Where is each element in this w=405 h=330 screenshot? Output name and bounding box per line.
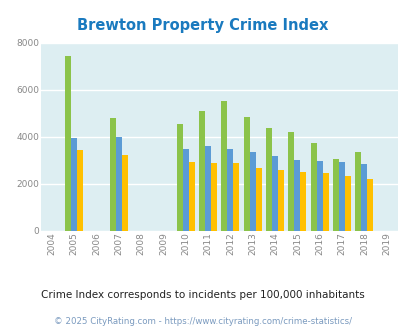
Bar [288, 132, 294, 231]
Text: © 2025 CityRating.com - https://www.cityrating.com/crime-statistics/: © 2025 CityRating.com - https://www.city… [54, 317, 351, 326]
Bar [176, 124, 182, 231]
Bar [310, 143, 316, 231]
Bar [211, 163, 217, 231]
Bar [271, 156, 277, 231]
Bar [249, 152, 255, 231]
Bar [277, 170, 284, 231]
Bar [122, 154, 128, 231]
Text: Brewton Property Crime Index: Brewton Property Crime Index [77, 18, 328, 33]
Bar [367, 179, 373, 231]
Bar [316, 161, 322, 231]
Bar [344, 176, 350, 231]
Bar [338, 162, 344, 231]
Bar [354, 152, 360, 231]
Bar [243, 117, 249, 231]
Bar [109, 118, 115, 231]
Bar [227, 149, 233, 231]
Bar [115, 137, 122, 231]
Bar [182, 149, 188, 231]
Bar [322, 173, 328, 231]
Bar [198, 111, 205, 231]
Bar [233, 163, 239, 231]
Bar [332, 159, 338, 231]
Bar [360, 164, 367, 231]
Bar [205, 147, 211, 231]
Bar [77, 150, 83, 231]
Bar [294, 160, 300, 231]
Bar [65, 56, 71, 231]
Bar [188, 162, 194, 231]
Bar [255, 168, 261, 231]
Bar [71, 138, 77, 231]
Text: Crime Index corresponds to incidents per 100,000 inhabitants: Crime Index corresponds to incidents per… [41, 290, 364, 300]
Bar [265, 128, 271, 231]
Bar [300, 172, 306, 231]
Bar [221, 101, 227, 231]
